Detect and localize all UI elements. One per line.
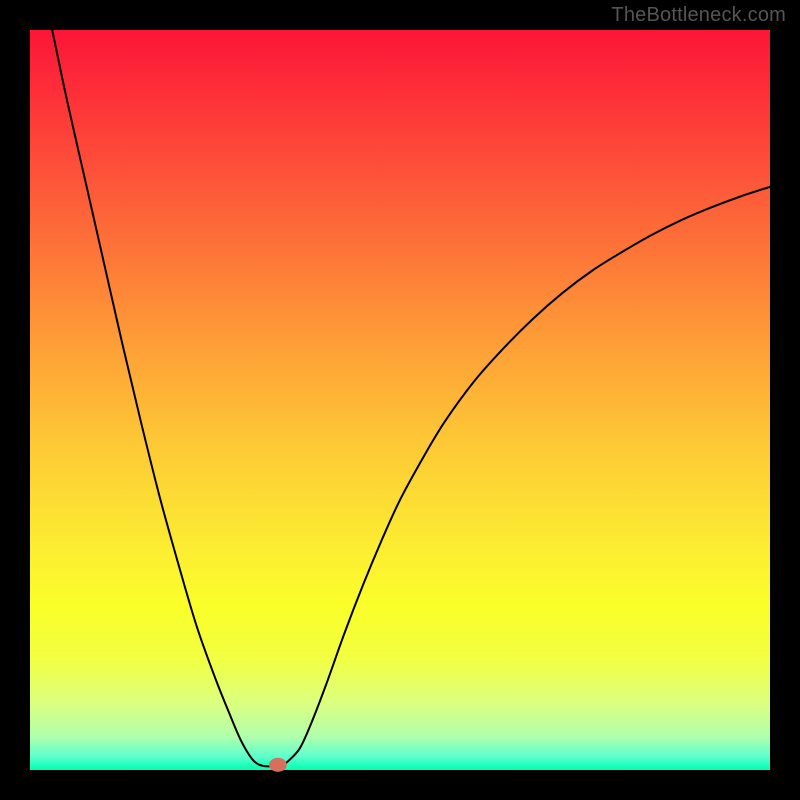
watermark-text: TheBottleneck.com: [611, 4, 786, 27]
optimal-point-marker: [269, 758, 287, 772]
chart-frame: TheBottleneck.com: [0, 0, 800, 800]
chart-svg: [30, 30, 770, 770]
chart-plot-area: [30, 30, 770, 770]
chart-background: [30, 30, 770, 770]
